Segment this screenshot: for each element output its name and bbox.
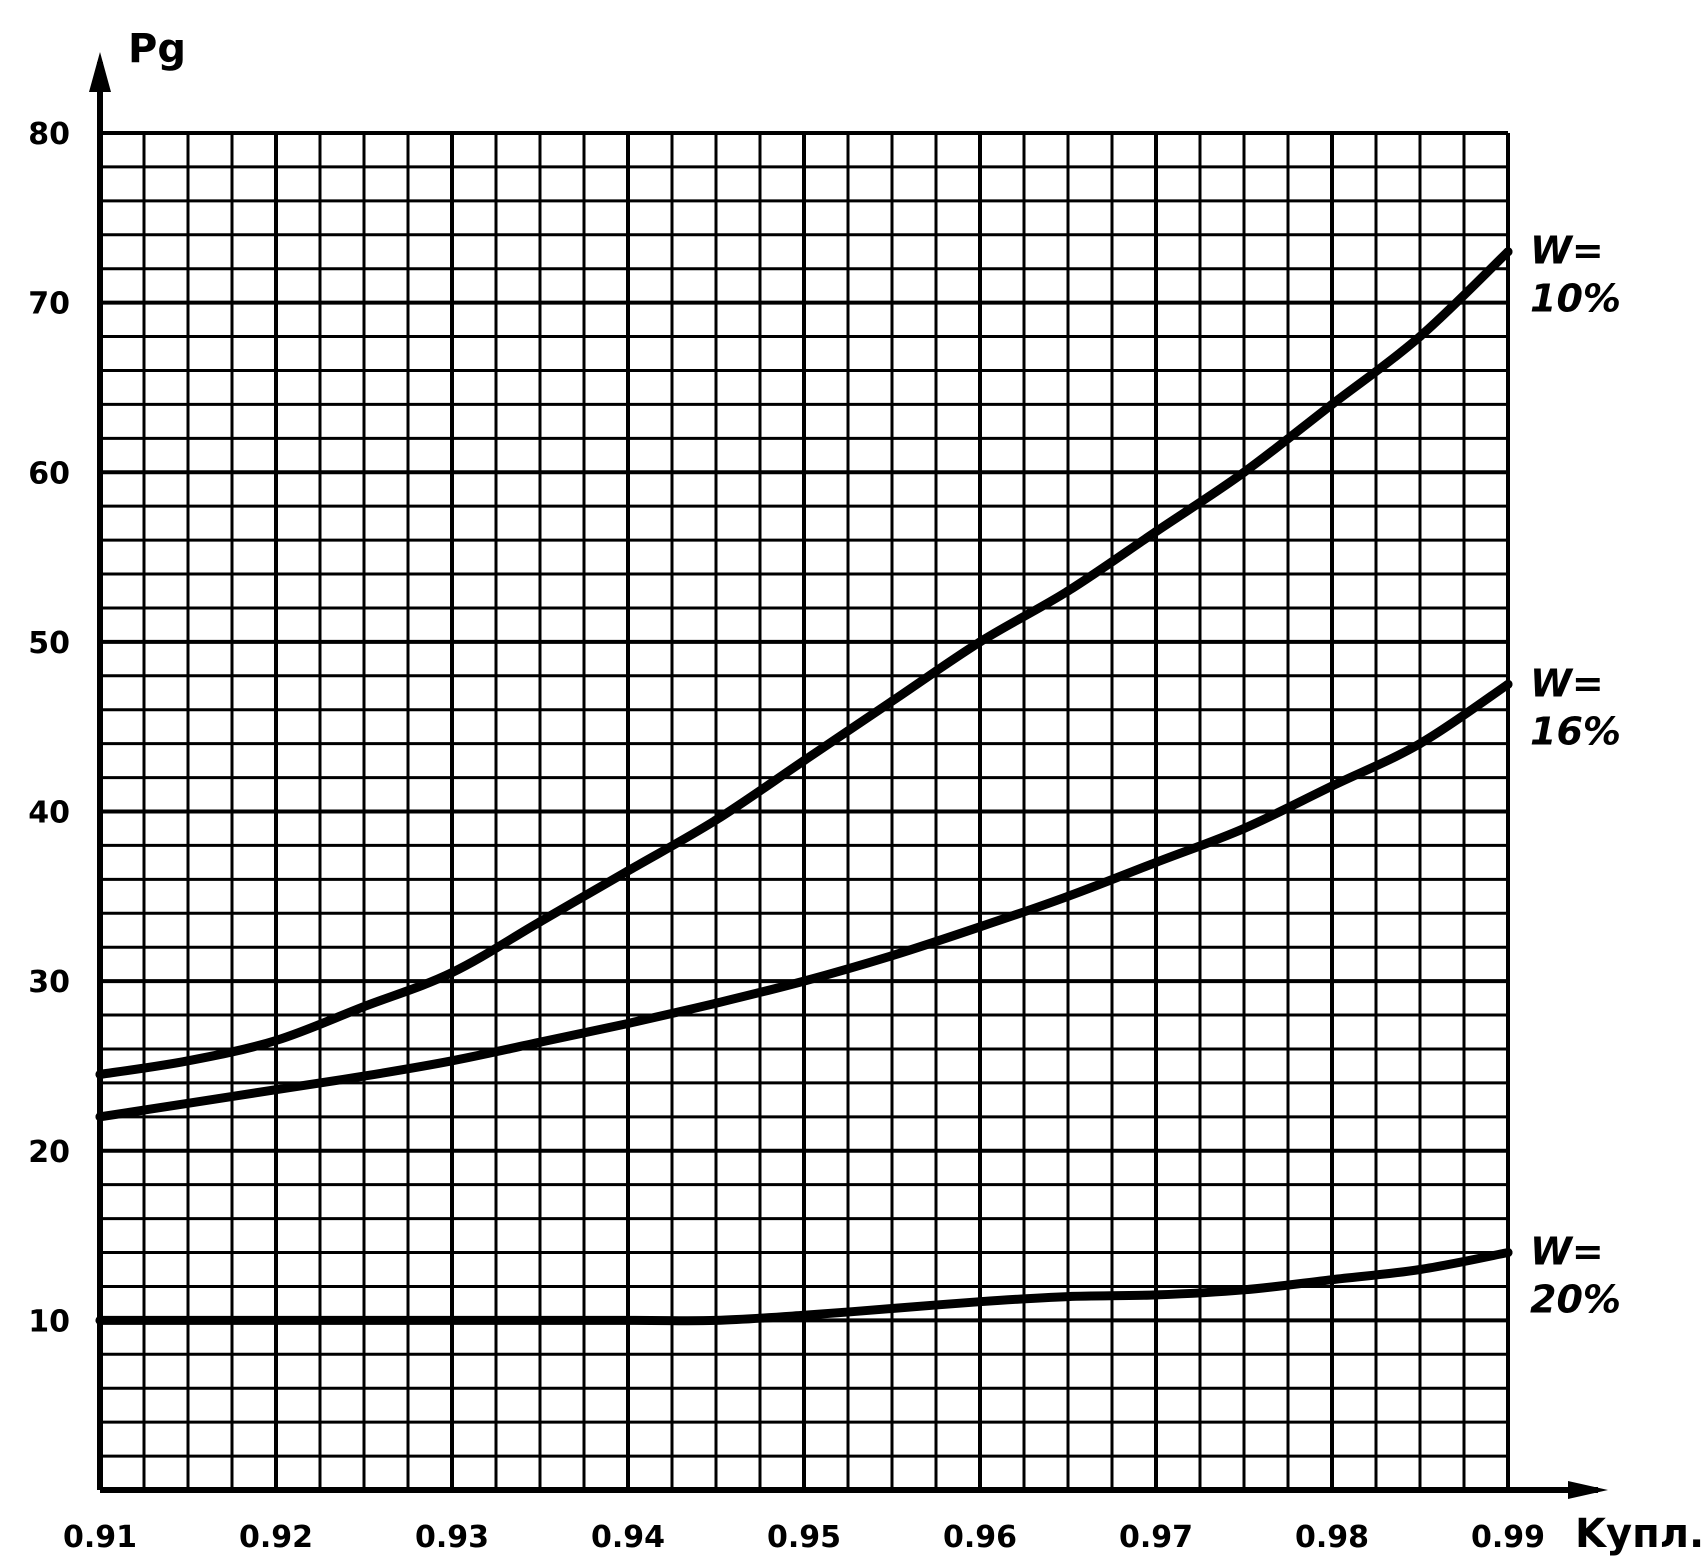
data-point xyxy=(799,756,809,766)
data-point xyxy=(1151,1290,1161,1300)
data-point xyxy=(623,1315,633,1325)
data-point xyxy=(359,1071,369,1081)
series-label: 20% xyxy=(1530,1278,1621,1322)
data-point xyxy=(623,866,633,876)
data-point xyxy=(1415,332,1425,342)
data-point xyxy=(447,1056,457,1066)
data-point xyxy=(1327,1275,1337,1285)
y-axis-title: Pg xyxy=(128,26,186,72)
data-point xyxy=(1063,1292,1073,1302)
data-point xyxy=(447,968,457,978)
data-point xyxy=(887,696,897,706)
data-point xyxy=(271,1035,281,1045)
y-axis-arrow xyxy=(89,52,111,92)
y-tick-label: 30 xyxy=(28,965,70,1000)
data-point xyxy=(1151,527,1161,537)
series-label: 10% xyxy=(1530,277,1621,321)
x-tick-label: 0.92 xyxy=(239,1520,313,1555)
data-point xyxy=(1327,781,1337,791)
data-point xyxy=(711,815,721,825)
x-tick-label: 0.98 xyxy=(1295,1520,1369,1555)
data-point xyxy=(1415,739,1425,749)
x-axis-title: Kупл. xyxy=(1575,1511,1704,1557)
data-point xyxy=(975,637,985,647)
data-point xyxy=(975,922,985,932)
y-tick-label: 80 xyxy=(28,117,70,152)
data-point xyxy=(1415,1264,1425,1274)
y-tick-label: 40 xyxy=(28,796,70,831)
data-point xyxy=(1239,823,1249,833)
y-tick-label: 20 xyxy=(28,1135,70,1170)
data-point xyxy=(1503,679,1513,689)
x-axis-arrow xyxy=(1568,1481,1608,1499)
data-point xyxy=(1239,467,1249,477)
data-point xyxy=(271,1085,281,1095)
y-tick-label: 60 xyxy=(28,456,70,491)
data-point xyxy=(95,1112,105,1122)
series-label: W= xyxy=(1530,661,1604,705)
x-tick-label: 0.99 xyxy=(1471,1520,1545,1555)
y-tick-label: 50 xyxy=(28,626,70,661)
data-point xyxy=(183,1056,193,1066)
chart-axes xyxy=(89,52,1608,1499)
x-tick-label: 0.97 xyxy=(1119,1520,1193,1555)
data-point xyxy=(1063,586,1073,596)
x-tick-label: 0.95 xyxy=(767,1520,841,1555)
data-point xyxy=(95,1069,105,1079)
x-tick-label: 0.93 xyxy=(415,1520,489,1555)
series-label: 16% xyxy=(1530,709,1621,753)
y-tick-label: 70 xyxy=(28,287,70,322)
data-point xyxy=(359,1002,369,1012)
data-point xyxy=(975,1297,985,1307)
x-tick-label: 0.91 xyxy=(63,1520,137,1555)
data-point xyxy=(95,1315,105,1325)
data-point xyxy=(535,1037,545,1047)
data-point xyxy=(271,1315,281,1325)
data-point xyxy=(799,1310,809,1320)
data-point xyxy=(183,1098,193,1108)
data-point xyxy=(623,1019,633,1029)
y-tick-label: 10 xyxy=(28,1304,70,1339)
chart-labels: 10 20 30 40 50 60 70 80 0.91 0.92 0.93 0.94 0.95 0.96… xyxy=(28,26,1704,1557)
data-point xyxy=(1239,1285,1249,1295)
data-point xyxy=(887,1304,897,1314)
data-point xyxy=(1503,247,1513,257)
data-point xyxy=(1327,399,1337,409)
data-point xyxy=(887,951,897,961)
data-point xyxy=(1063,891,1073,901)
data-point xyxy=(711,1315,721,1325)
data-point xyxy=(799,976,809,986)
data-point xyxy=(711,998,721,1008)
series-label: W= xyxy=(1530,229,1604,273)
data-point xyxy=(1151,857,1161,867)
series-line xyxy=(95,247,1513,1079)
series-label: W= xyxy=(1530,1230,1604,1274)
data-point xyxy=(1503,1248,1513,1258)
x-tick-label: 0.94 xyxy=(591,1520,665,1555)
data-point xyxy=(447,1315,457,1325)
x-tick-label: 0.96 xyxy=(943,1520,1017,1555)
chart-series xyxy=(95,247,1513,1326)
data-point xyxy=(535,917,545,927)
